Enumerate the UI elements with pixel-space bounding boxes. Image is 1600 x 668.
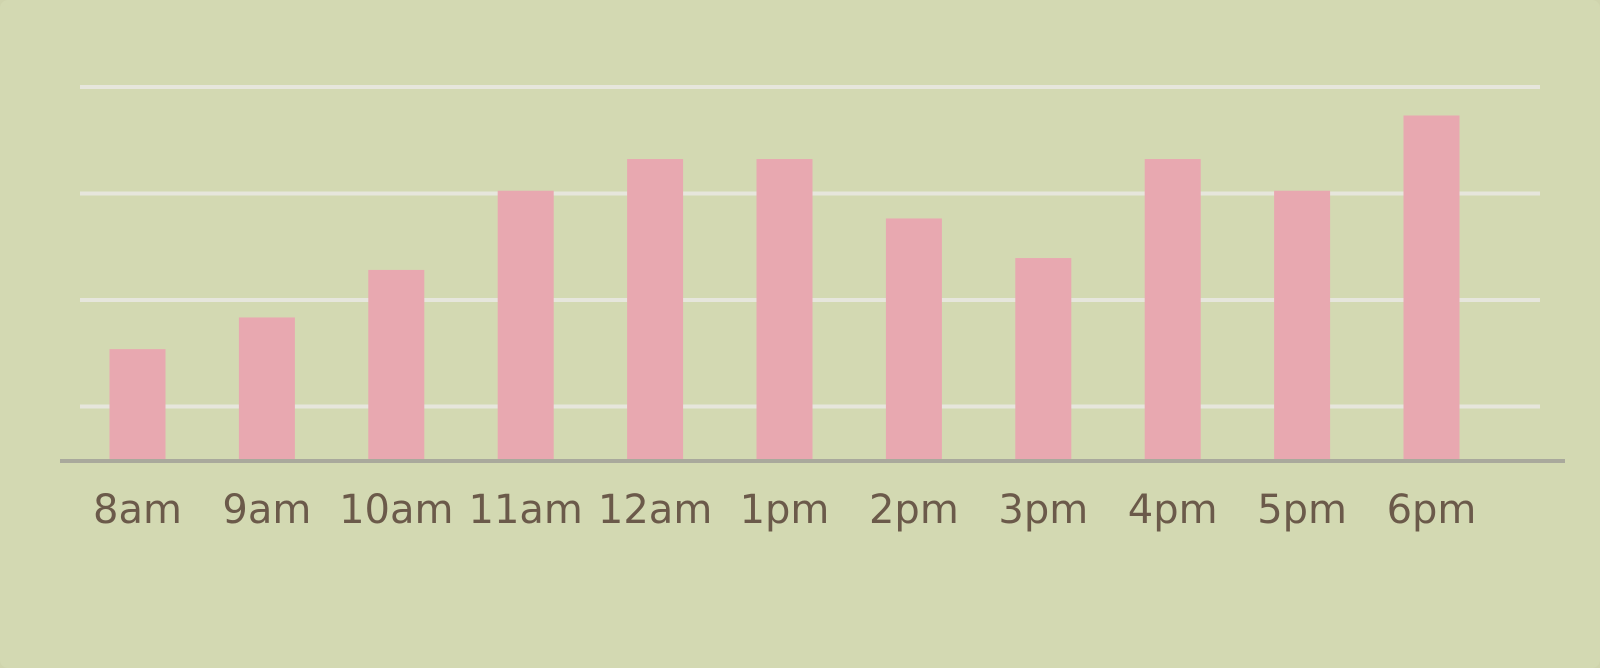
x-tick-label: 10am bbox=[339, 487, 453, 533]
x-tick-label: 3pm bbox=[998, 487, 1088, 533]
bars bbox=[109, 115, 1460, 461]
bar-4pm bbox=[1144, 159, 1201, 461]
x-tick-label: 11am bbox=[469, 487, 583, 533]
x-tick-label: 5pm bbox=[1257, 487, 1347, 533]
bar-12am bbox=[627, 159, 684, 461]
x-tick-label: 4pm bbox=[1128, 487, 1218, 533]
bar-5pm bbox=[1274, 190, 1331, 460]
bar-6pm bbox=[1403, 115, 1460, 460]
x-tick-label: 1pm bbox=[740, 487, 830, 533]
x-tick-label: 12am bbox=[598, 487, 712, 533]
bar-10am bbox=[368, 269, 425, 460]
bar-9am bbox=[238, 317, 295, 460]
x-tick-label: 2pm bbox=[869, 487, 959, 533]
x-tick-label: 9am bbox=[222, 487, 311, 533]
x-tick-labels: 8am 9am 10am 11am 12am 1pm 2pm 3pm 4pm 5pm 6pm bbox=[93, 487, 1476, 533]
bar-8am bbox=[109, 349, 166, 460]
bar-1pm bbox=[756, 159, 813, 461]
bar-11am bbox=[497, 190, 554, 460]
x-tick-label: 8am bbox=[93, 487, 182, 533]
bar-3pm bbox=[1015, 258, 1072, 460]
bar-2pm bbox=[885, 218, 942, 460]
x-tick-label: 6pm bbox=[1387, 487, 1477, 533]
